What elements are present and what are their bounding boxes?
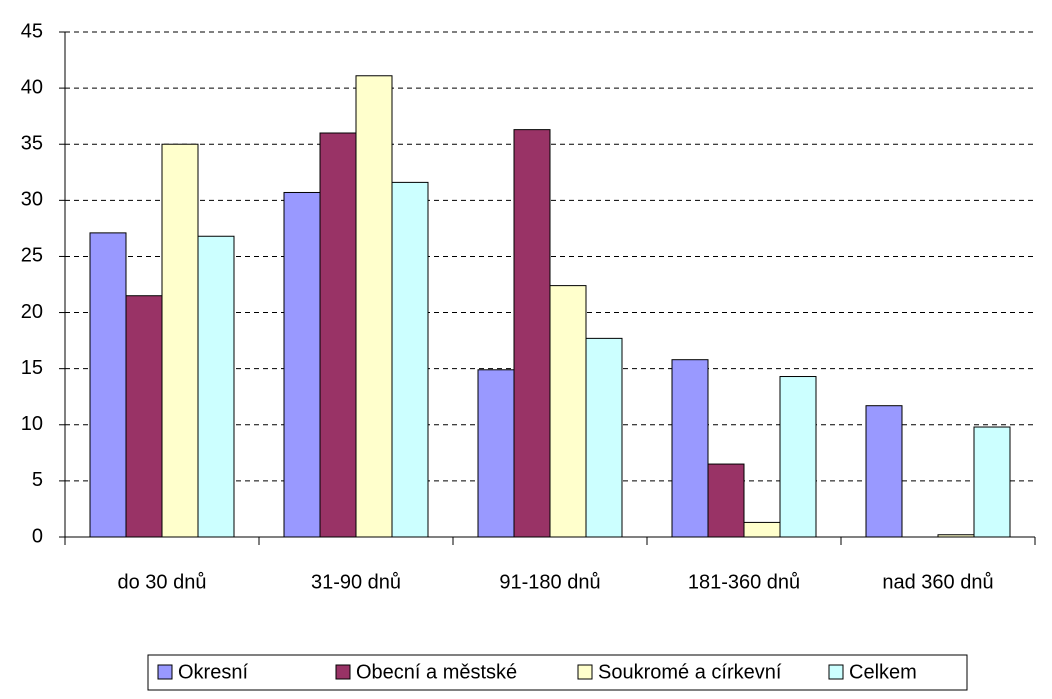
- legend-swatch: [577, 664, 593, 680]
- bar: [125, 295, 163, 538]
- x-tick-label: do 30 dnů: [118, 571, 207, 593]
- bar: [513, 129, 551, 538]
- x-tick-label: 91-180 dnů: [499, 571, 600, 593]
- x-tick-label: 31-90 dnů: [311, 571, 401, 593]
- bar: [865, 405, 903, 538]
- bar: [283, 191, 321, 538]
- x-tick-label: 181-360 dnů: [688, 571, 800, 593]
- bar: [355, 75, 393, 538]
- y-tick-label: 20: [21, 301, 43, 323]
- y-tick-label: 25: [21, 245, 43, 267]
- bar: [391, 181, 429, 538]
- y-tick-label: 35: [21, 133, 43, 155]
- bar: [707, 463, 745, 538]
- bar: [197, 235, 235, 538]
- legend-swatch: [828, 664, 844, 680]
- legend-label: Celkem: [849, 661, 917, 683]
- bar: [89, 232, 127, 538]
- bar: [549, 285, 587, 538]
- y-tick-label: 5: [32, 469, 43, 491]
- legend-label: Obecní a městské: [356, 661, 517, 683]
- y-tick-label: 0: [32, 525, 43, 547]
- legend-swatch: [335, 664, 351, 680]
- bar: [973, 426, 1011, 538]
- x-tick-label: nad 360 dnů: [882, 571, 993, 593]
- y-tick-label: 40: [21, 76, 43, 98]
- bar: [477, 369, 515, 538]
- bar: [585, 337, 623, 538]
- y-tick-label: 45: [21, 20, 43, 42]
- bar: [779, 376, 817, 538]
- bar: [319, 132, 357, 538]
- legend-label: Okresní: [178, 661, 248, 683]
- legend-box: [147, 654, 968, 691]
- legend-swatch: [157, 664, 173, 680]
- bar: [743, 521, 781, 538]
- y-tick-label: 15: [21, 357, 43, 379]
- bar: [671, 359, 709, 538]
- y-tick-label: 30: [21, 189, 43, 211]
- legend-label: Soukromé a církevní: [598, 661, 782, 683]
- y-tick-label: 10: [21, 413, 43, 435]
- bar: [161, 143, 199, 538]
